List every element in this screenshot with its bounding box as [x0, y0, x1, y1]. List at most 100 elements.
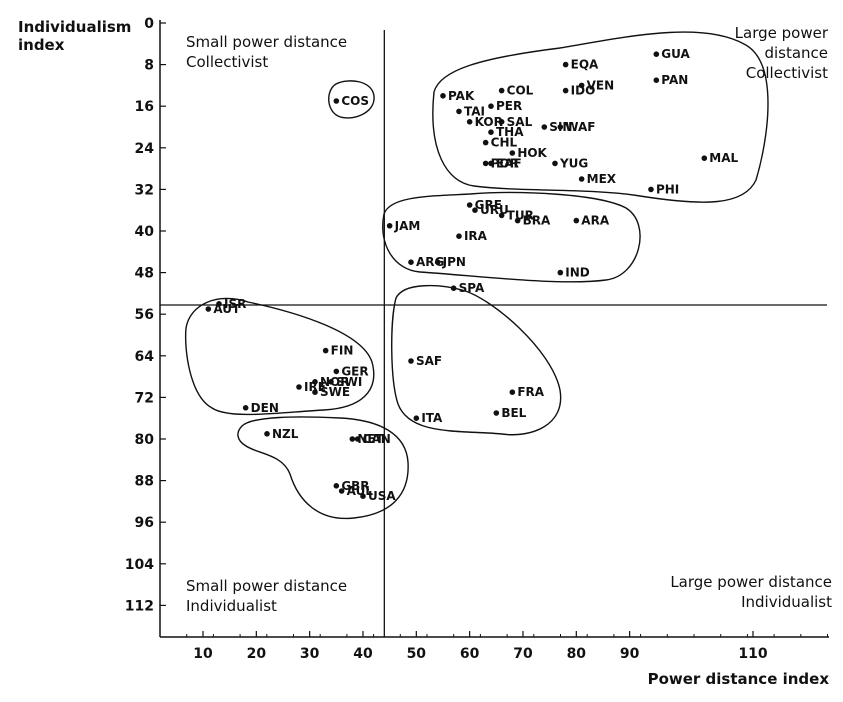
- point-ara: [573, 217, 580, 224]
- point-label-sal: SAL: [507, 115, 533, 129]
- point-ido: [562, 87, 569, 94]
- point-mal: [701, 155, 708, 161]
- point-jam: [386, 223, 393, 229]
- y-tick-label: 40: [135, 224, 155, 240]
- cluster-cos: [328, 80, 375, 119]
- point-label-pan: PAN: [661, 73, 688, 87]
- quadrant-label-top-right: Collectivist: [746, 64, 828, 82]
- quadrant-label-top-left: Small power distance: [186, 33, 347, 51]
- point-ita: [413, 415, 420, 422]
- quadrant-label-bottom-left: Small power distance: [186, 577, 347, 595]
- quadrant-dividers: [160, 30, 827, 637]
- point-label-hok: HOK: [517, 146, 547, 160]
- x-tick-label: 110: [738, 646, 767, 662]
- point-label-fin: FIN: [331, 344, 354, 358]
- point-aul: [338, 488, 345, 494]
- point-yug: [552, 160, 558, 167]
- point-fin: [322, 347, 329, 354]
- quadrant-labels: Small power distance Collectivist Large po…: [186, 24, 832, 615]
- point-eqa: [562, 61, 569, 68]
- point-label-ita: ITA: [421, 411, 443, 425]
- quadrant-label-bottom-left: Individualist: [186, 597, 277, 615]
- point-gbr: [333, 483, 340, 489]
- point-aut: [205, 306, 212, 312]
- x-tick-label: 10: [193, 646, 213, 662]
- point-uru: [472, 207, 478, 213]
- point-label-mal: MAL: [709, 151, 738, 165]
- point-ger: [333, 368, 340, 375]
- point-label-fra: FRA: [517, 385, 544, 399]
- point-ira: [456, 233, 462, 239]
- point-kor: [466, 119, 473, 125]
- point-label-den: DEN: [251, 401, 279, 415]
- point-ire: [296, 384, 302, 390]
- point-cos: [333, 98, 340, 104]
- point-label-gre: GRE: [475, 198, 502, 212]
- x-tick-label: 60: [460, 646, 480, 662]
- point-tha: [488, 129, 494, 135]
- y-axis-ticks: 0 8 16 24 32 40 48 56 64 72 80 88 96 104 112: [125, 16, 166, 614]
- quadrant-label-bottom-right: Large power distance: [670, 573, 832, 591]
- x-tick-label: 50: [407, 646, 427, 662]
- x-tick-label: 40: [353, 646, 373, 662]
- point-waf: [557, 124, 564, 130]
- point-label-gbr: GBR: [341, 479, 369, 493]
- point-isr: [216, 301, 222, 307]
- point-sal: [498, 119, 505, 125]
- point-mex: [578, 176, 585, 182]
- point-label-nor: NOR: [320, 375, 349, 389]
- point-jpn: [434, 259, 441, 266]
- cluster-small-individualist: [184, 297, 375, 416]
- point-label-phi: PHI: [656, 182, 679, 196]
- y-tick-label: 112: [125, 598, 154, 614]
- point-label-net: NET: [357, 432, 384, 446]
- point-gua: [653, 51, 660, 57]
- y-tick-label: 48: [135, 266, 154, 282]
- point-label-jam: JAM: [394, 219, 421, 233]
- point-por: [482, 160, 489, 167]
- point-usa: [360, 493, 366, 500]
- x-tick-label: 70: [513, 646, 533, 662]
- point-saf: [408, 358, 414, 364]
- y-tick-label: 80: [135, 432, 155, 448]
- y-tick-label: 104: [125, 557, 154, 573]
- point-label-bel: BEL: [501, 406, 526, 420]
- point-fra: [509, 389, 516, 396]
- point-label-aut: AUT: [213, 302, 241, 316]
- point-label-swe: SWE: [320, 385, 350, 399]
- y-tick-label: 0: [144, 16, 154, 32]
- x-tick-label: 90: [620, 646, 640, 662]
- y-axis-title-line-2: index: [18, 36, 65, 54]
- cluster-collectivist-large: [432, 31, 769, 203]
- quadrant-label-top-right: Large power: [735, 24, 829, 42]
- point-label-ara: ARA: [581, 214, 610, 228]
- y-tick-label: 88: [135, 474, 154, 490]
- y-tick-label: 24: [135, 141, 155, 157]
- point-bra: [514, 217, 521, 224]
- point-label-chl: CHL: [491, 136, 518, 150]
- point-col: [498, 87, 505, 94]
- point-gre: [466, 202, 473, 208]
- point-label-waf: WAF: [565, 120, 595, 134]
- point-ind: [557, 269, 564, 276]
- point-label-ire: IRE: [304, 380, 326, 394]
- point-pak: [440, 93, 446, 99]
- point-swi: [328, 379, 334, 385]
- point-label-col: COL: [507, 84, 534, 98]
- point-label-cos: COS: [341, 94, 369, 108]
- point-chl: [482, 139, 489, 146]
- y-tick-label: 32: [135, 182, 154, 198]
- point-label-can: CAN: [363, 432, 391, 446]
- axes: [159, 20, 829, 638]
- point-nzl: [264, 431, 270, 437]
- point-label-bra: BRA: [523, 214, 551, 228]
- quadrant-label-top-left: Collectivist: [186, 53, 268, 71]
- point-label-aul: AUL: [347, 484, 374, 498]
- point-tur: [498, 212, 505, 219]
- point-label-tai: TAI: [464, 104, 485, 118]
- y-tick-label: 64: [135, 349, 155, 365]
- point-label-eqa: EQA: [571, 58, 599, 72]
- point-label-spa: SPA: [459, 281, 485, 295]
- point-hok: [509, 150, 516, 156]
- point-can: [354, 436, 361, 442]
